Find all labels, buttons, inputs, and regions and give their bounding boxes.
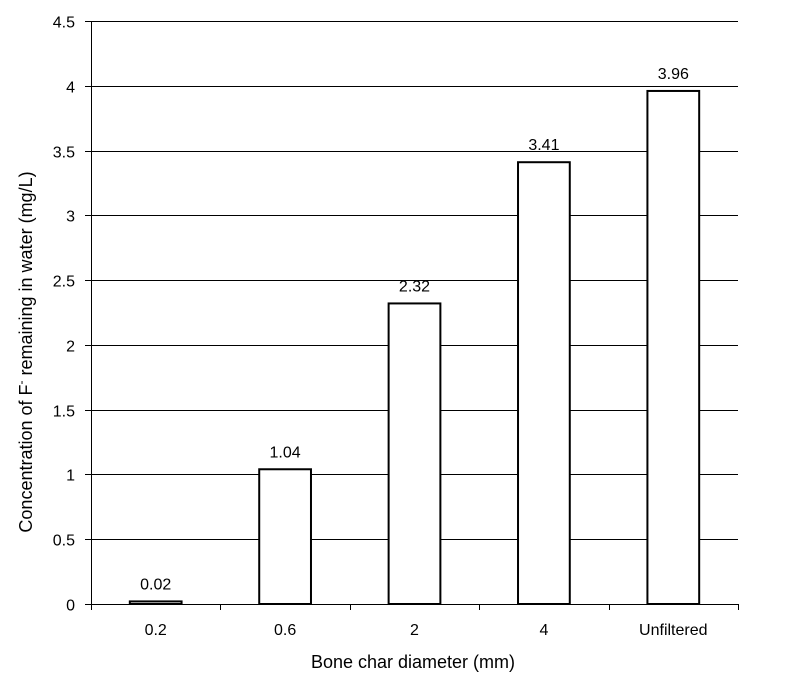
y-tick-label: 3	[66, 209, 75, 226]
x-tick-label: 0.2	[145, 622, 167, 639]
y-tick-label: 0	[66, 598, 75, 615]
x-axis-title: Bone char diameter (mm)	[311, 652, 515, 672]
bars	[128, 89, 701, 606]
bar	[387, 302, 442, 605]
bar	[128, 600, 183, 605]
x-tick-label: 2	[410, 622, 419, 639]
gridlines	[91, 21, 738, 540]
bar	[258, 468, 312, 605]
y-tick-label: 2.5	[53, 274, 75, 291]
y-tick-label: 0.5	[53, 533, 75, 550]
y-tick-label: 2	[66, 339, 75, 356]
x-tick-label: 0.6	[274, 622, 296, 639]
y-tick-label: 1	[66, 468, 75, 485]
axes	[85, 21, 739, 610]
x-tick-label: 4	[539, 622, 548, 639]
data-label: 0.02	[140, 576, 171, 593]
y-axis-title-text: Concentration of F	[16, 384, 36, 532]
y-tick-label: 3.5	[53, 145, 75, 162]
y-axis-title-text-end: remaining in water (mg/L)	[16, 171, 36, 380]
data-label: 1.04	[270, 444, 301, 461]
y-axis-title-superscript: -	[14, 381, 28, 385]
data-label: 3.96	[658, 66, 689, 83]
bar	[646, 89, 701, 605]
labels: 0 0.5 1 1.5 2 2.5 3 3.5 4 4.5 0.02 0.2 1.04 0.6 2.32 2 3…	[53, 15, 708, 640]
x-tick-label: Unfiltered	[639, 622, 707, 639]
y-tick-label: 4	[66, 80, 75, 97]
bar	[517, 161, 571, 606]
data-label: 3.41	[528, 137, 559, 154]
y-tick-label: 1.5	[53, 404, 75, 421]
y-axis-title: Concentration of F- remaining in water (…	[14, 171, 36, 532]
y-tick-label: 4.5	[53, 15, 75, 32]
data-label: 2.32	[399, 278, 430, 295]
